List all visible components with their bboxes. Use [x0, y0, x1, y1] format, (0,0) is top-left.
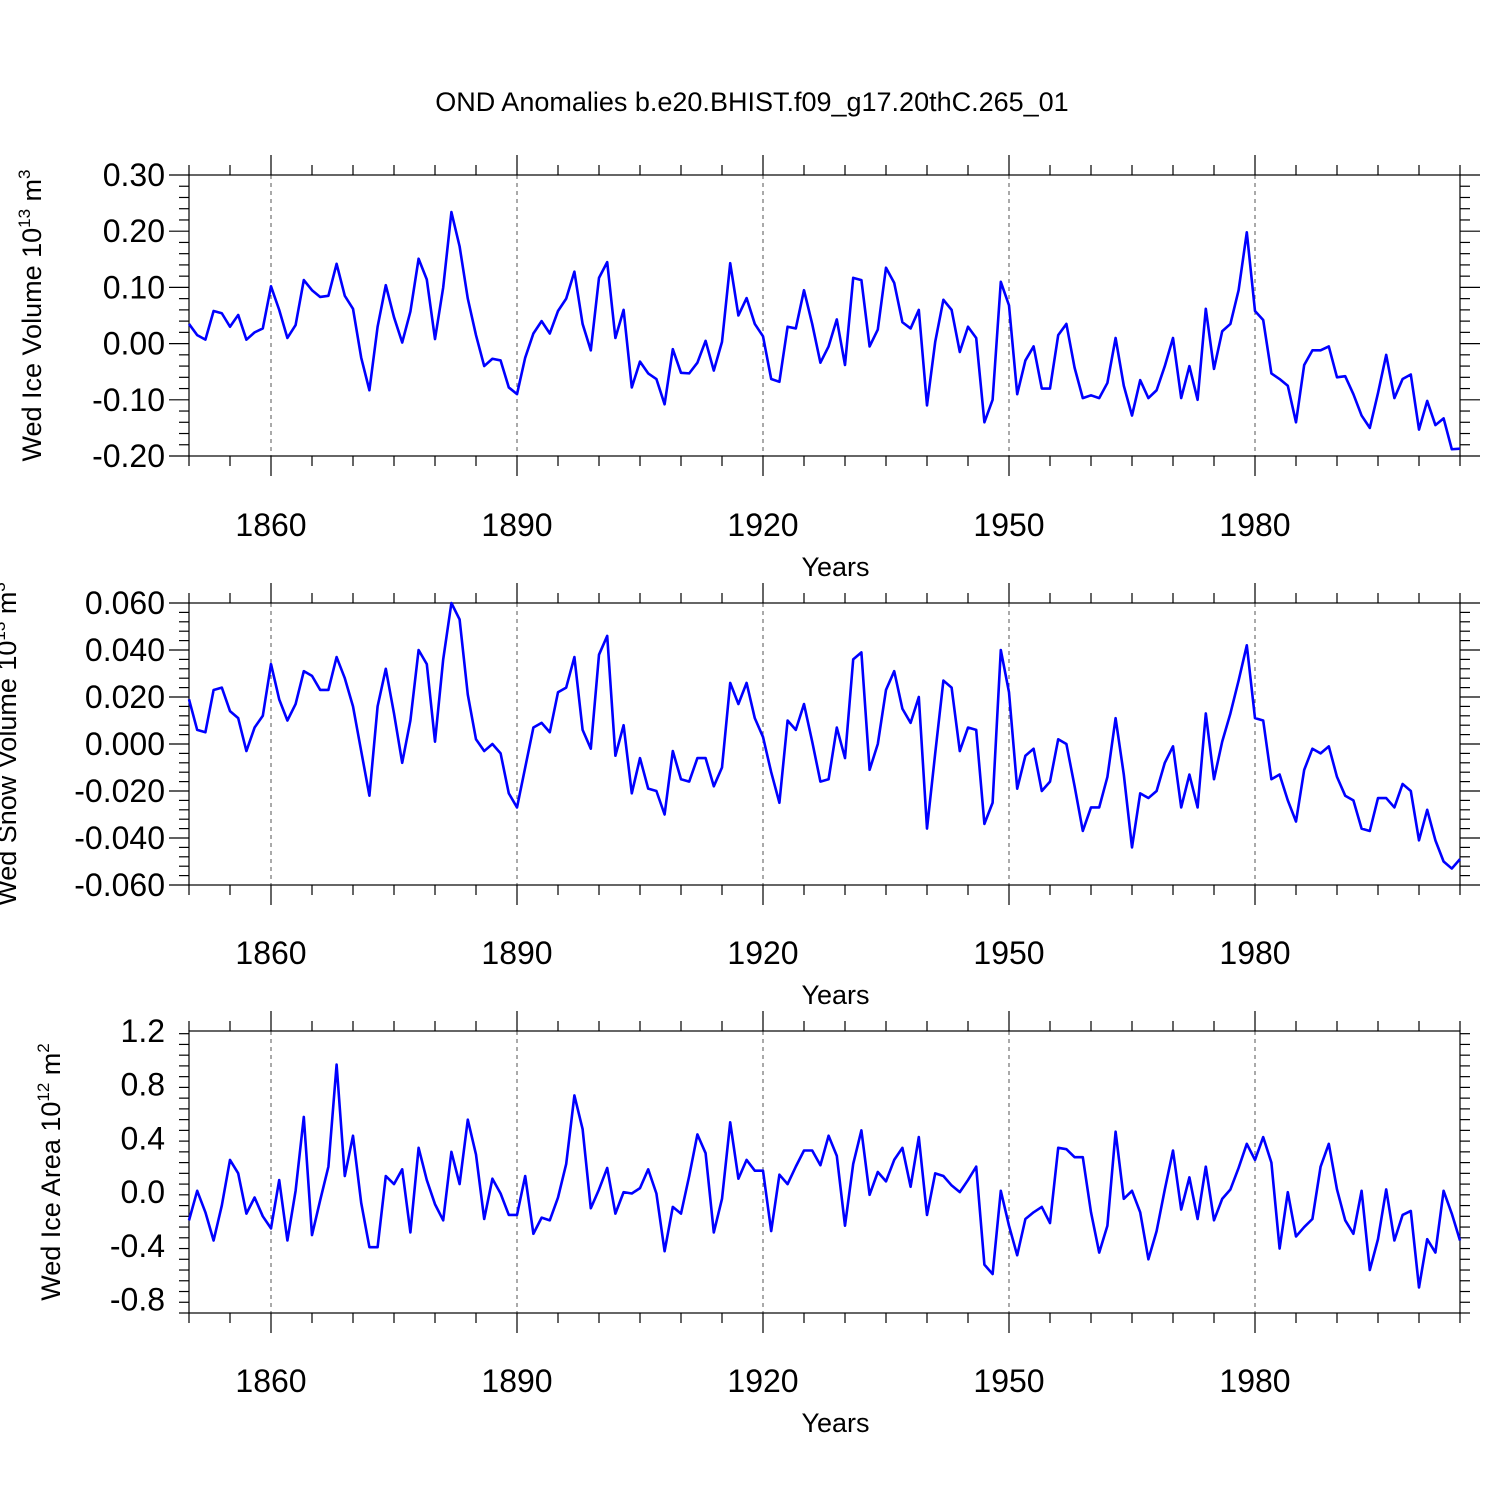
snow-volume-x-tick-label: 1980: [1219, 935, 1290, 971]
ice-area-y-tick-label: 0.8: [121, 1067, 165, 1103]
ice-volume-y-tick-label: 0.10: [103, 269, 165, 305]
ice-volume-y-tick-label: -0.10: [92, 382, 165, 418]
snow-volume-y-tick-label: 0.040: [85, 632, 165, 668]
snow-volume-x-tick-label: 1890: [481, 935, 552, 971]
ice-area-y-tick-label: -0.4: [110, 1228, 165, 1264]
snow-volume-y-tick-label: -0.040: [74, 820, 165, 856]
snow-volume-y-tick-label: -0.020: [74, 773, 165, 809]
ice-volume-x-tick-label: 1980: [1219, 507, 1290, 543]
chart-title: OND Anomalies b.e20.BHIST.f09_g17.20thC.…: [435, 87, 1068, 117]
ice-volume-y-tick-label: 0.00: [103, 326, 165, 362]
snow-volume-panel: -0.060 -0.040 -0.020 0.000 0.020 0.040 0.060 18…: [0, 582, 1480, 1010]
ice-volume-series-line: [187, 210, 1461, 451]
ice-volume-y-tick-label: 0.30: [103, 157, 165, 193]
snow-volume-x-tick-label: 1860: [235, 935, 306, 971]
ice-volume-x-tick-label: 1890: [481, 507, 552, 543]
ice-volume-panel: -0.20 -0.10 0.00 0.10 0.20 0.30 1860 1890 1920 19…: [15, 155, 1480, 582]
ice-area-x-tick-label: 1950: [973, 1363, 1044, 1399]
ice-area-panel: -0.8 -0.4 0.0 0.4 0.8 1.2 1860 1890 1920 1950 1980…: [34, 1011, 1470, 1438]
snow-volume-y-tick-label: -0.060: [74, 867, 165, 903]
snow-volume-y-tick-label: 0.020: [85, 679, 165, 715]
ice-area-x-tick-label: 1860: [235, 1363, 306, 1399]
ice-area-x-tick-label: 1890: [481, 1363, 552, 1399]
ice-volume-x-tick-label: 1860: [235, 507, 306, 543]
snow-volume-x-tick-label: 1950: [973, 935, 1044, 971]
ice-volume-plot-frame: [188, 174, 1461, 457]
ice-area-y-tick-label: 0.0: [121, 1174, 165, 1210]
snow-volume-y-tick-label: 0.060: [85, 585, 165, 621]
ice-area-y-axis-label: Wed Ice Area 1012 m2: [34, 1043, 66, 1301]
ice-volume-y-tick-label: 0.20: [103, 213, 165, 249]
ice-volume-x-axis-label: Years: [801, 552, 869, 582]
ice-area-x-axis-label: Years: [801, 1408, 869, 1438]
ice-volume-x-tick-label: 1920: [727, 507, 798, 543]
snow-volume-y-tick-label: 0.000: [85, 726, 165, 762]
snow-volume-series-line: [187, 601, 1461, 870]
snow-volume-y-axis-label: Wed Snow Volume 1013 m3: [0, 582, 22, 906]
ice-area-y-tick-label: 1.2: [121, 1013, 165, 1049]
ice-area-plot-frame: [188, 1030, 1461, 1314]
ice-area-series-line: [187, 1063, 1462, 1289]
ice-area-x-tick-label: 1920: [727, 1363, 798, 1399]
ice-volume-y-axis-label: Wed Ice Volume 1013 m3: [15, 169, 47, 461]
ice-area-y-tick-label: 0.4: [121, 1120, 165, 1156]
ice-area-y-tick-label: -0.8: [110, 1282, 165, 1318]
ice-volume-y-tick-label: -0.20: [92, 438, 165, 474]
snow-volume-x-tick-label: 1920: [727, 935, 798, 971]
ice-area-x-tick-label: 1980: [1219, 1363, 1290, 1399]
snow-volume-x-axis-label: Years: [801, 980, 869, 1010]
ice-volume-x-tick-label: 1950: [973, 507, 1044, 543]
snow-volume-plot-frame: [188, 602, 1461, 886]
